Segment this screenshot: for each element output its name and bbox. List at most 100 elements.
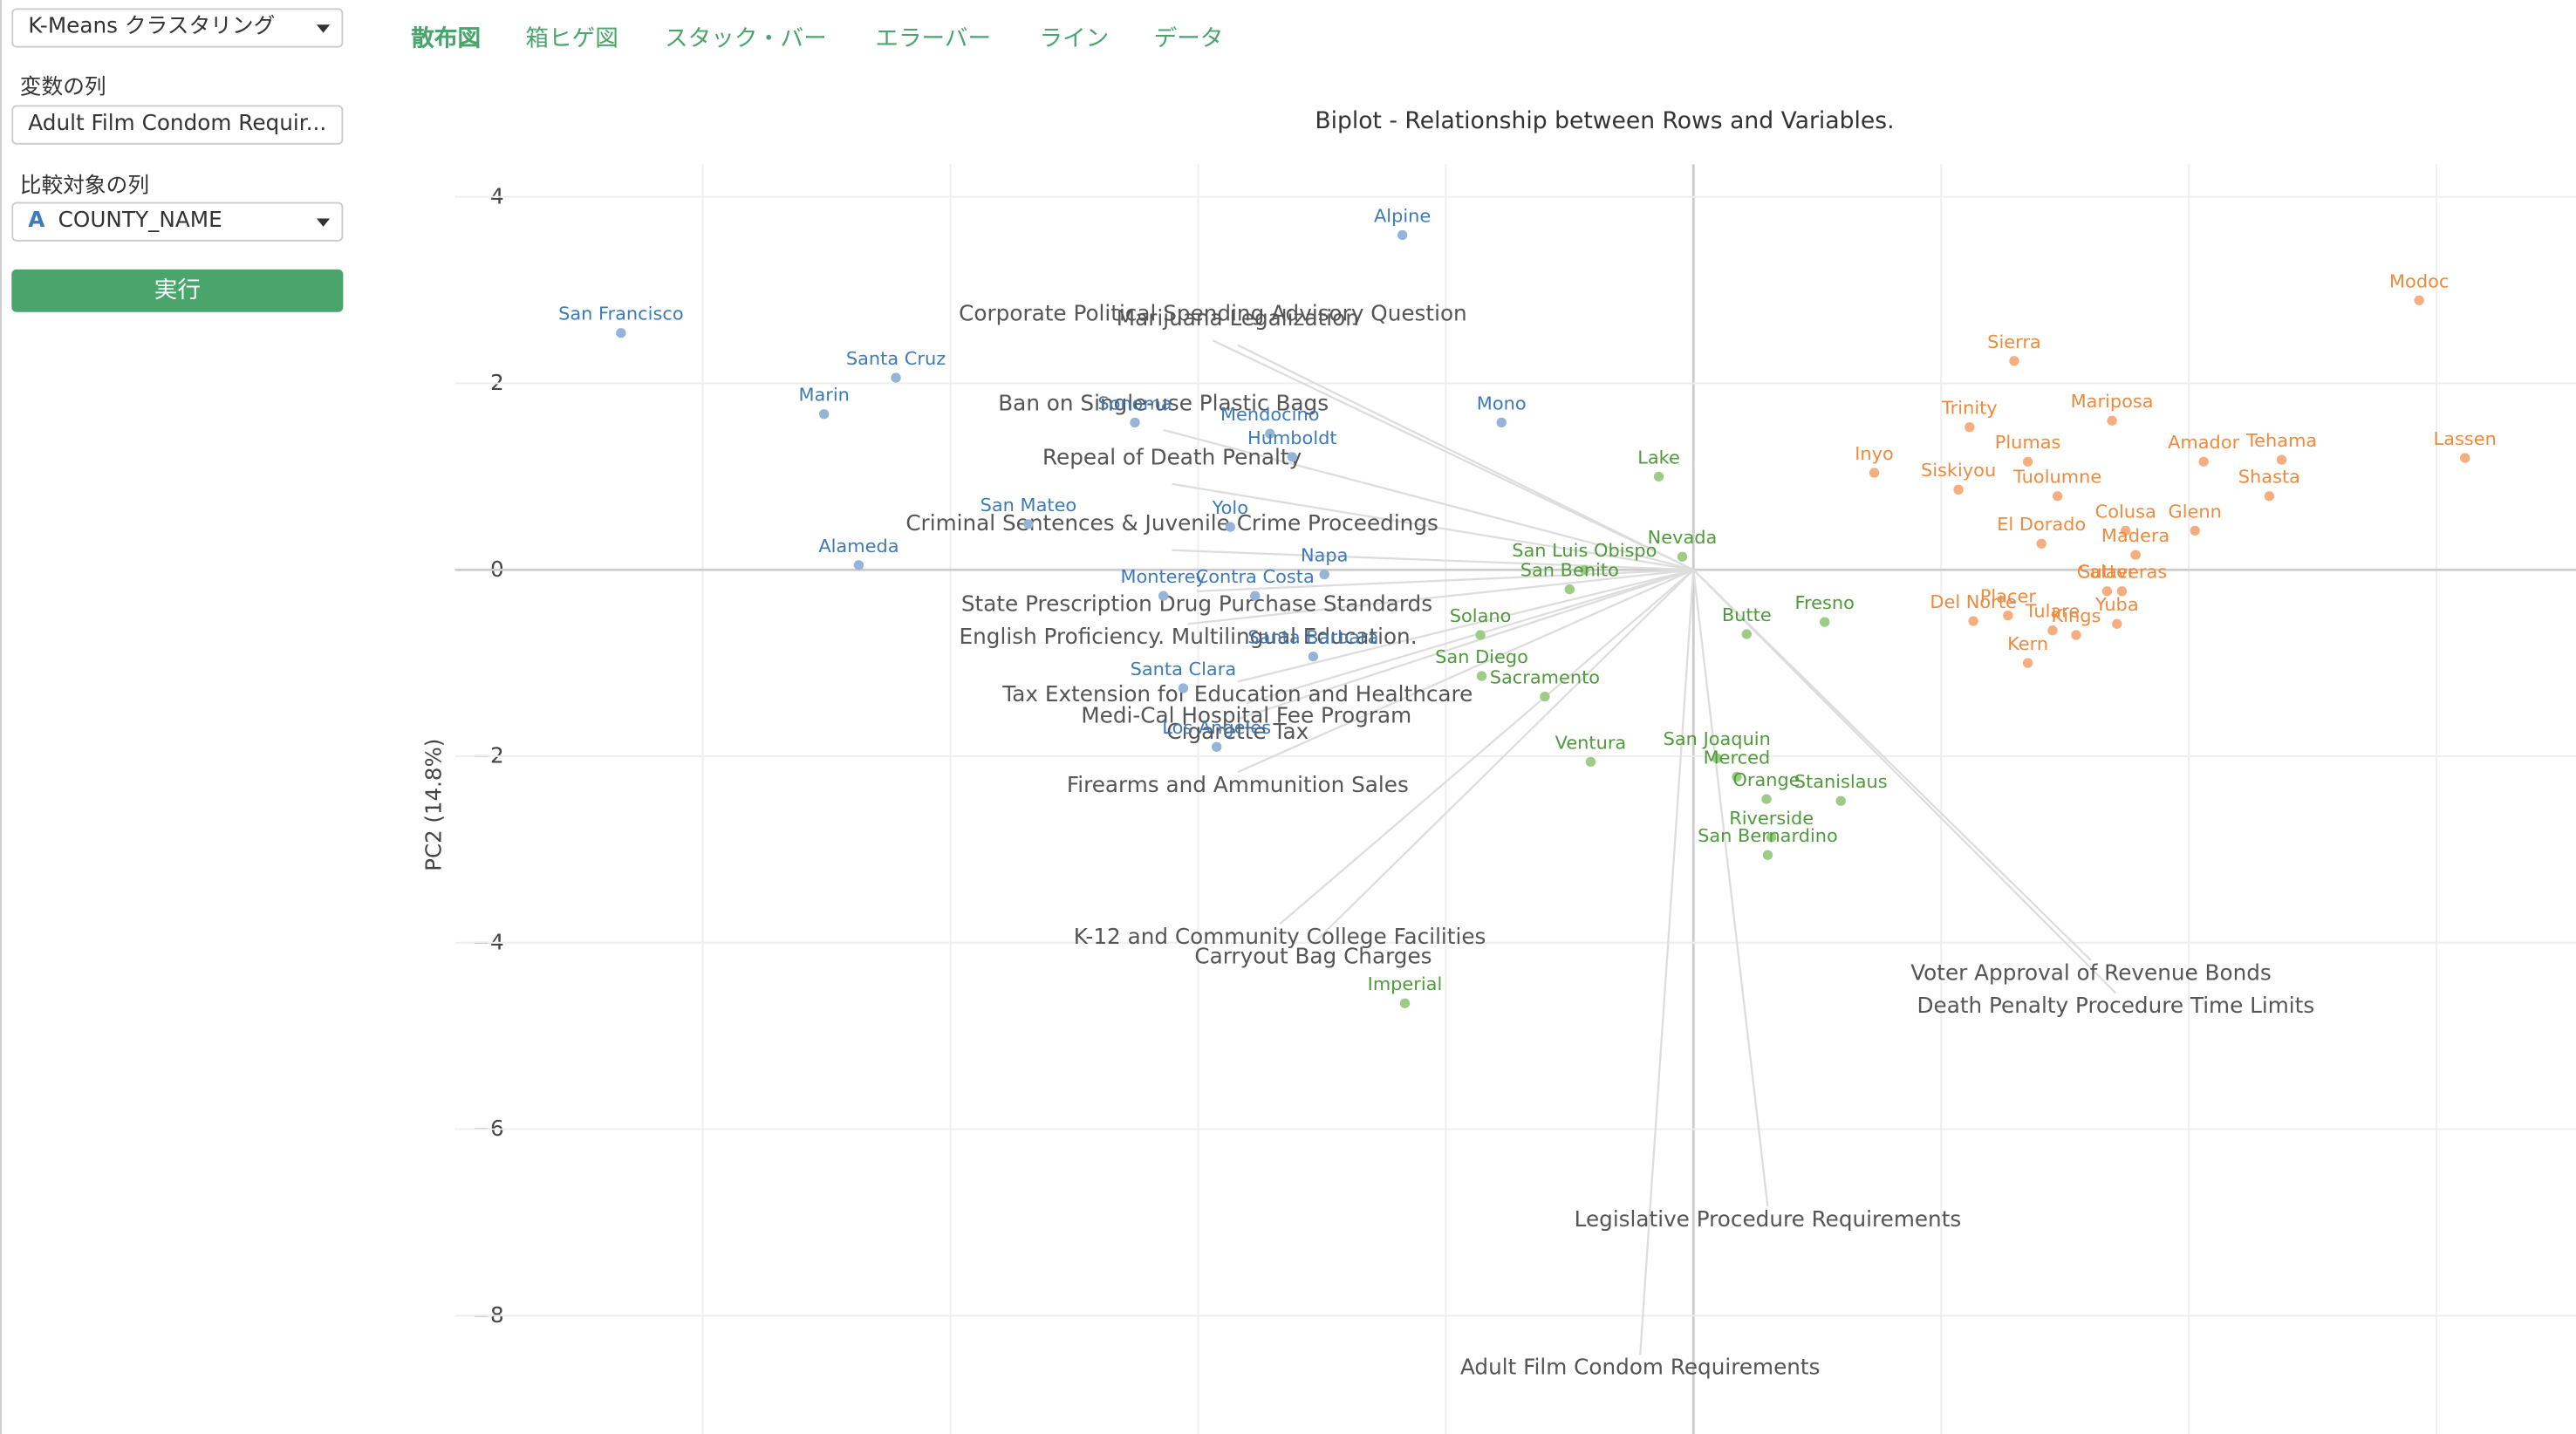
run-button[interactable]: 実行 xyxy=(11,269,344,312)
point-label: Riverside xyxy=(1729,808,1814,829)
loading-vector xyxy=(1196,569,1694,592)
loading-vector xyxy=(1163,428,1694,571)
loading-vector xyxy=(1246,569,1694,705)
point xyxy=(1476,671,1487,681)
point xyxy=(1475,630,1486,640)
point-label: Shasta xyxy=(2238,467,2300,488)
loading-vector xyxy=(1187,569,1694,625)
point xyxy=(1212,741,1222,752)
point xyxy=(891,372,901,383)
method-select[interactable]: K-Means クラスタリング xyxy=(11,8,344,48)
point xyxy=(1835,796,1846,806)
loading-label: Marijuana Legalization xyxy=(1117,305,1359,331)
loading-vector xyxy=(1172,482,1694,571)
label: 変数の列 xyxy=(19,75,106,100)
point-label: San Mateo xyxy=(981,495,1077,516)
point-label: Imperial xyxy=(1368,973,1443,994)
loading-label: Adult Film Condom Requirements xyxy=(1460,1355,1820,1380)
point-label: Inyo xyxy=(1855,443,1894,464)
loading-label: Death Penalty Procedure Time Limits xyxy=(1917,993,2315,1018)
loading-label: Voter Approval of Revenue Bonds xyxy=(1910,960,2272,986)
point xyxy=(1820,617,1830,627)
loading-vector xyxy=(1237,569,1694,720)
point-label: Alameda xyxy=(818,536,899,557)
loading-label: English Proficiency. Multilingual Educat… xyxy=(960,624,1418,649)
tab[interactable]: エラーバー xyxy=(875,26,992,53)
point xyxy=(2071,630,2081,640)
point-label: Los Angeles xyxy=(1162,717,1271,738)
point-label: Santa Barbara xyxy=(1247,627,1378,648)
point-label: Mariposa xyxy=(2071,391,2154,412)
compare-value: COUNTY_NAME xyxy=(58,208,222,234)
point xyxy=(1968,616,1978,626)
point xyxy=(2112,618,2122,629)
loading-vector xyxy=(1279,569,1695,925)
point-label: Orange xyxy=(1732,769,1800,790)
point xyxy=(1496,417,1507,428)
loading-vector xyxy=(1312,569,1695,945)
point xyxy=(1762,850,1773,860)
point xyxy=(1953,484,1964,495)
point xyxy=(1579,564,1590,575)
point-label: Mono xyxy=(1477,393,1527,413)
point xyxy=(1741,629,1753,639)
point xyxy=(1265,428,1275,439)
loading-label: Repeal of Death Penalty xyxy=(1042,444,1302,469)
point-label: Merced xyxy=(1704,748,1771,768)
point-label: Sutter xyxy=(2079,562,2135,583)
point xyxy=(1023,519,1034,529)
point-label: Humboldt xyxy=(1247,427,1337,448)
point xyxy=(2116,586,2128,597)
variable-input[interactable]: Adult Film Condom Requir... xyxy=(11,105,344,145)
point-label: Siskiyou xyxy=(1921,460,1996,481)
point-label: San Joaquin xyxy=(1664,728,1771,749)
point-label: Amador xyxy=(2168,432,2240,453)
loading-vector xyxy=(1212,339,1694,571)
point-label: Tehama xyxy=(2245,430,2317,451)
point xyxy=(2414,295,2424,306)
loading-label: Firearms and Ammunition Sales xyxy=(1067,772,1409,797)
loading-label: Legislative Procedure Requirements xyxy=(1575,1206,1962,1232)
point-label: Yuba xyxy=(2094,594,2139,615)
point xyxy=(2264,491,2275,502)
point-label: Sacramento xyxy=(1490,667,1600,688)
point-label: Marin xyxy=(798,385,849,406)
point xyxy=(1250,591,1261,601)
point-label: Lake xyxy=(1637,447,1680,468)
point-label: Madera xyxy=(2101,525,2169,546)
point-label: Monterey xyxy=(1120,566,1206,587)
point-label: Plumas xyxy=(1995,432,2061,453)
point xyxy=(1564,584,1575,595)
point xyxy=(1308,651,1319,662)
point xyxy=(2101,586,2113,597)
point-label: Tulare xyxy=(2025,601,2080,622)
tab[interactable]: データ xyxy=(1153,26,1224,53)
loading-label: Criminal Sentences & Juvenile Crime Proc… xyxy=(905,510,1438,536)
point xyxy=(2052,491,2063,502)
loading-vector xyxy=(1237,569,1694,774)
loading-vector xyxy=(1639,570,1695,1355)
point xyxy=(1397,229,1408,241)
tab[interactable]: 散布図 xyxy=(411,26,482,53)
label: 比較対象の列 xyxy=(19,174,150,199)
point-label: Trinity xyxy=(1941,398,1998,419)
point xyxy=(853,560,864,570)
point-label: Kern xyxy=(2007,633,2048,654)
loading-vector xyxy=(1692,570,1769,1207)
point xyxy=(1178,683,1189,693)
point-label: Sonoma xyxy=(1097,393,1172,413)
point-label: Contra Costa xyxy=(1196,566,1315,587)
point xyxy=(2009,356,2019,366)
point-label: Alpine xyxy=(1374,206,1431,227)
tab[interactable]: 箱ヒゲ図 xyxy=(525,26,618,53)
tab[interactable]: ライン xyxy=(1039,26,1110,53)
loading-vector xyxy=(1237,344,1694,571)
point-label: Glenn xyxy=(2169,501,2222,522)
point xyxy=(2022,658,2033,668)
compare-select[interactable]: A COUNTY_NAME xyxy=(11,201,344,242)
tab[interactable]: スタック・バー xyxy=(665,26,827,53)
point-label: Stanislaus xyxy=(1794,771,1888,792)
point xyxy=(2003,610,2013,621)
point-label: San Diego xyxy=(1435,646,1528,667)
